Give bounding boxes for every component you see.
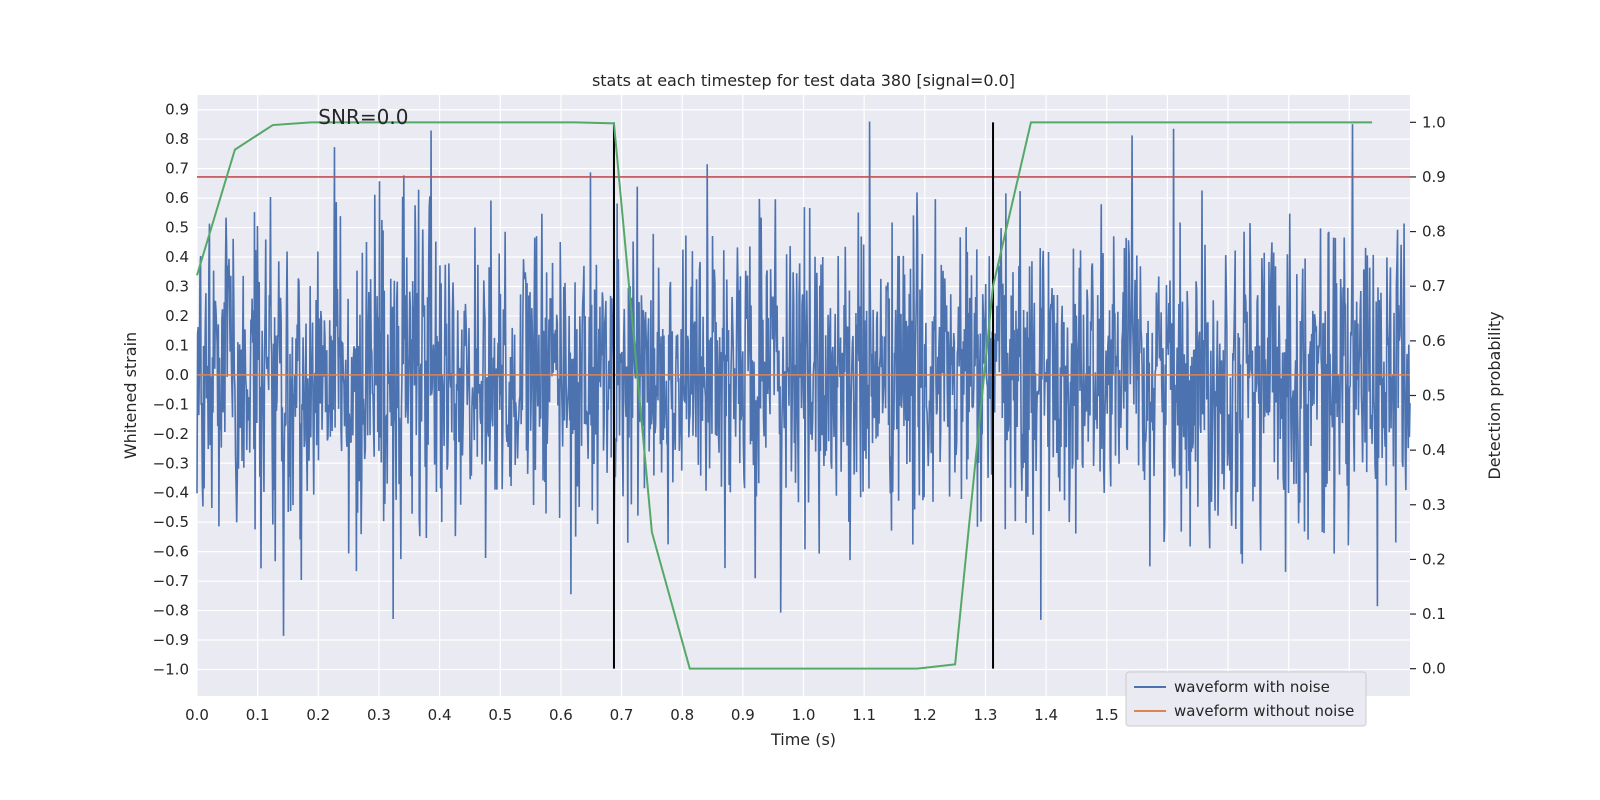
legend: waveform with noise waveform without noi… — [1125, 671, 1367, 727]
x-tick-label-14: 1.4 — [1034, 706, 1058, 724]
y-tick-label-left-19: −1.0 — [153, 660, 189, 678]
y-tick-label-left-2: 0.7 — [165, 160, 189, 178]
y-tick-label-left-16: −0.7 — [153, 572, 189, 590]
x-tick-label-1: 0.1 — [246, 706, 270, 724]
x-tick-label-6: 0.6 — [549, 706, 573, 724]
y-tick-label-left-10: −0.1 — [153, 395, 189, 413]
y-tick-label-left-14: −0.5 — [153, 513, 189, 531]
y-tick-labels-left: 0.9 0.8 0.7 0.6 0.5 0.4 0.3 0.2 0.1 0.0 −0.1 −0.2 −0… — [153, 101, 189, 679]
y-axis-label-left: Whitened strain — [121, 332, 140, 459]
legend-box — [1125, 671, 1367, 727]
series-waveform-with-noise — [196, 121, 1411, 636]
y-tick-label-right-5: 0.5 — [1422, 387, 1446, 405]
y-tick-label-right-2: 0.8 — [1422, 223, 1446, 241]
x-tick-label-13: 1.3 — [974, 706, 998, 724]
y-tick-label-right-8: 0.2 — [1422, 550, 1446, 568]
y-tick-label-right-0: 1.0 — [1422, 113, 1446, 131]
x-tick-label-8: 0.8 — [670, 706, 694, 724]
x-tick-label-0: 0.0 — [185, 706, 209, 724]
y-tick-label-left-13: −0.4 — [153, 484, 189, 502]
x-tick-label-2: 0.2 — [306, 706, 330, 724]
series-detection-probability — [196, 121, 1373, 670]
x-tick-label-9: 0.9 — [731, 706, 755, 724]
x-tick-label-4: 0.4 — [428, 706, 452, 724]
y-axis-label-right: Detection probability — [1485, 311, 1504, 479]
y-tick-label-left-12: −0.3 — [153, 454, 189, 472]
y-tick-label-left-1: 0.8 — [165, 130, 189, 148]
y-tick-label-left-11: −0.2 — [153, 425, 189, 443]
legend-label-waveform-with-noise: waveform with noise — [1174, 678, 1330, 696]
y-tick-label-left-3: 0.6 — [165, 189, 189, 207]
y-tick-label-right-6: 0.4 — [1422, 441, 1446, 459]
x-tick-label-15: 1.5 — [1095, 706, 1119, 724]
x-tick-label-7: 0.7 — [610, 706, 634, 724]
y-tick-label-right-3: 0.7 — [1422, 277, 1446, 295]
x-tick-label-5: 0.5 — [488, 706, 512, 724]
y-tick-label-right-7: 0.3 — [1422, 496, 1446, 514]
y-tick-label-left-7: 0.2 — [165, 307, 189, 325]
y-tick-label-left-0: 0.9 — [165, 101, 189, 119]
y-tick-label-left-15: −0.6 — [153, 543, 189, 561]
y-tick-label-left-18: −0.9 — [153, 631, 189, 649]
y-tick-label-left-4: 0.5 — [165, 219, 189, 237]
chart-title: stats at each timestep for test data 380… — [592, 71, 1015, 90]
y-tick-label-left-17: −0.8 — [153, 602, 189, 620]
x-tick-label-3: 0.3 — [367, 706, 391, 724]
plot-area — [196, 121, 1411, 670]
legend-label-waveform-without-noise: waveform without noise — [1174, 702, 1354, 720]
x-tick-label-12: 1.2 — [913, 706, 937, 724]
y-tick-label-left-6: 0.3 — [165, 277, 189, 295]
x-tick-label-10: 1.0 — [792, 706, 816, 724]
y-tick-label-right-1: 0.9 — [1422, 168, 1446, 186]
y-tick-label-left-8: 0.1 — [165, 336, 189, 354]
snr-annotation: SNR=0.0 — [318, 105, 408, 129]
y-tick-label-right-10: 0.0 — [1422, 660, 1446, 678]
x-tick-label-11: 1.1 — [852, 706, 876, 724]
y-tick-label-left-9: 0.0 — [165, 366, 189, 384]
y-tick-label-right-9: 0.1 — [1422, 605, 1446, 623]
x-axis-label: Time (s) — [770, 730, 836, 749]
y-tick-label-left-5: 0.4 — [165, 248, 189, 266]
y-tick-label-right-4: 0.6 — [1422, 332, 1446, 350]
y-tick-labels-right: 1.0 0.9 0.8 0.7 0.6 0.5 0.4 0.3 0.2 0.1 0.0 — [1410, 113, 1446, 678]
